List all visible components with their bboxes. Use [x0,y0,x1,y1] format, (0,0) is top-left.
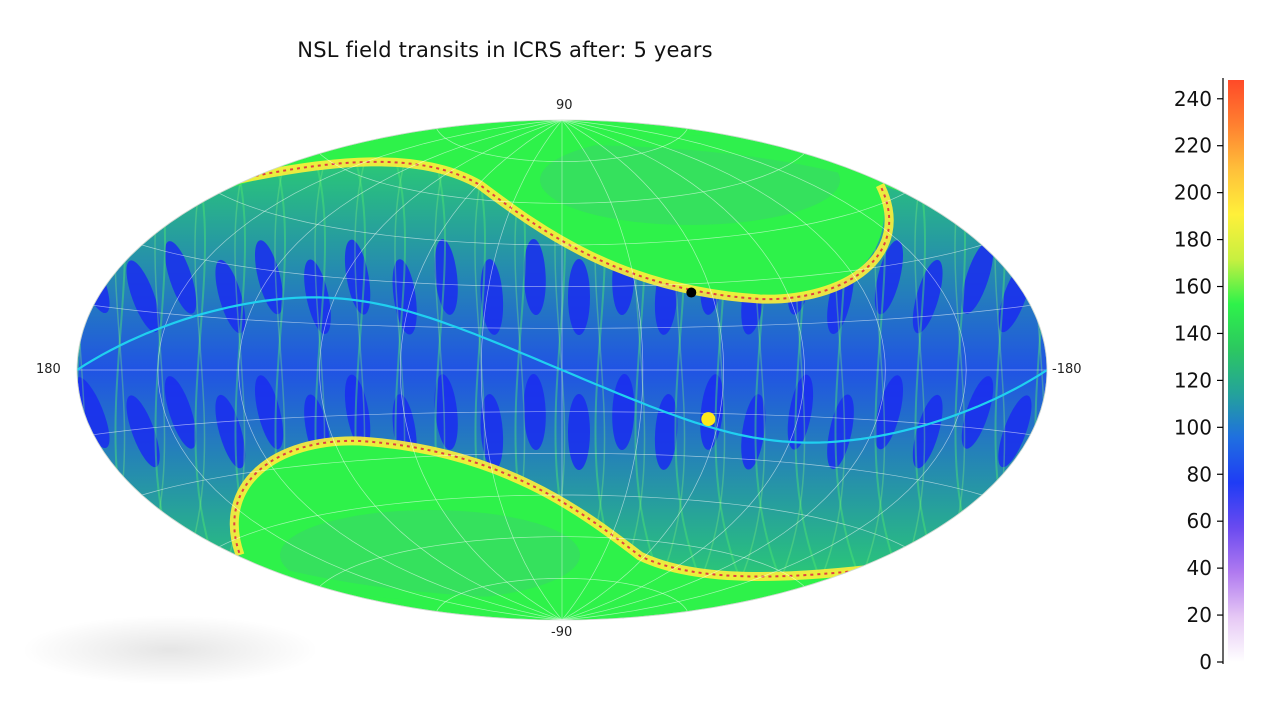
colorbar-tick-label: 40 [1187,556,1212,580]
graticule-meridian [319,120,563,620]
chart-title: NSL field transits in ICRS after: 5 year… [297,38,713,62]
colorbar-tick-label: 200 [1174,181,1212,205]
colorbar: 0 20 40 60 80 100 120 140 160 180 200 220 240 [1174,78,1244,670]
colorbar-gradient [1228,80,1244,662]
colorbar-tick-label: 120 [1174,368,1212,392]
colorbar-tick-label: 0 [1199,650,1212,670]
axis-label-left: 180 [36,362,61,377]
black-marker [686,287,697,298]
graticule-meridian [561,120,886,620]
colorbar-tick-label: 220 [1174,134,1212,158]
colorbar-tick-label: 60 [1187,509,1212,533]
graticule-meridian [561,120,805,620]
ecliptic-line [77,296,1047,444]
axis-label-bottom: -90 [551,625,573,640]
map-outline [76,119,1048,621]
graticule-meridian [480,120,563,620]
graticule-meridian [561,120,725,620]
colorbar-tick-label: 20 [1187,603,1212,627]
graticule-meridian [238,120,563,620]
colorbar-tick-label: 80 [1187,462,1212,486]
colorbar-tick-label: 140 [1174,321,1212,345]
colorbar-tick-label: 180 [1174,228,1212,252]
graticule-meridian [157,120,563,620]
sky-map [76,119,1048,621]
colorbar-tick-label: 240 [1174,87,1212,111]
axis-label-top: 90 [556,98,573,113]
colorbar-tick-label: 160 [1174,275,1212,299]
graticule-meridian [399,120,563,620]
colorbar-tick-label: 100 [1174,415,1212,439]
shadow-smudge [20,615,320,685]
yellow-marker [701,412,716,427]
graticule-meridian [561,120,644,620]
axis-label-right: -180 [1052,362,1082,377]
graticule-meridian [561,120,967,620]
